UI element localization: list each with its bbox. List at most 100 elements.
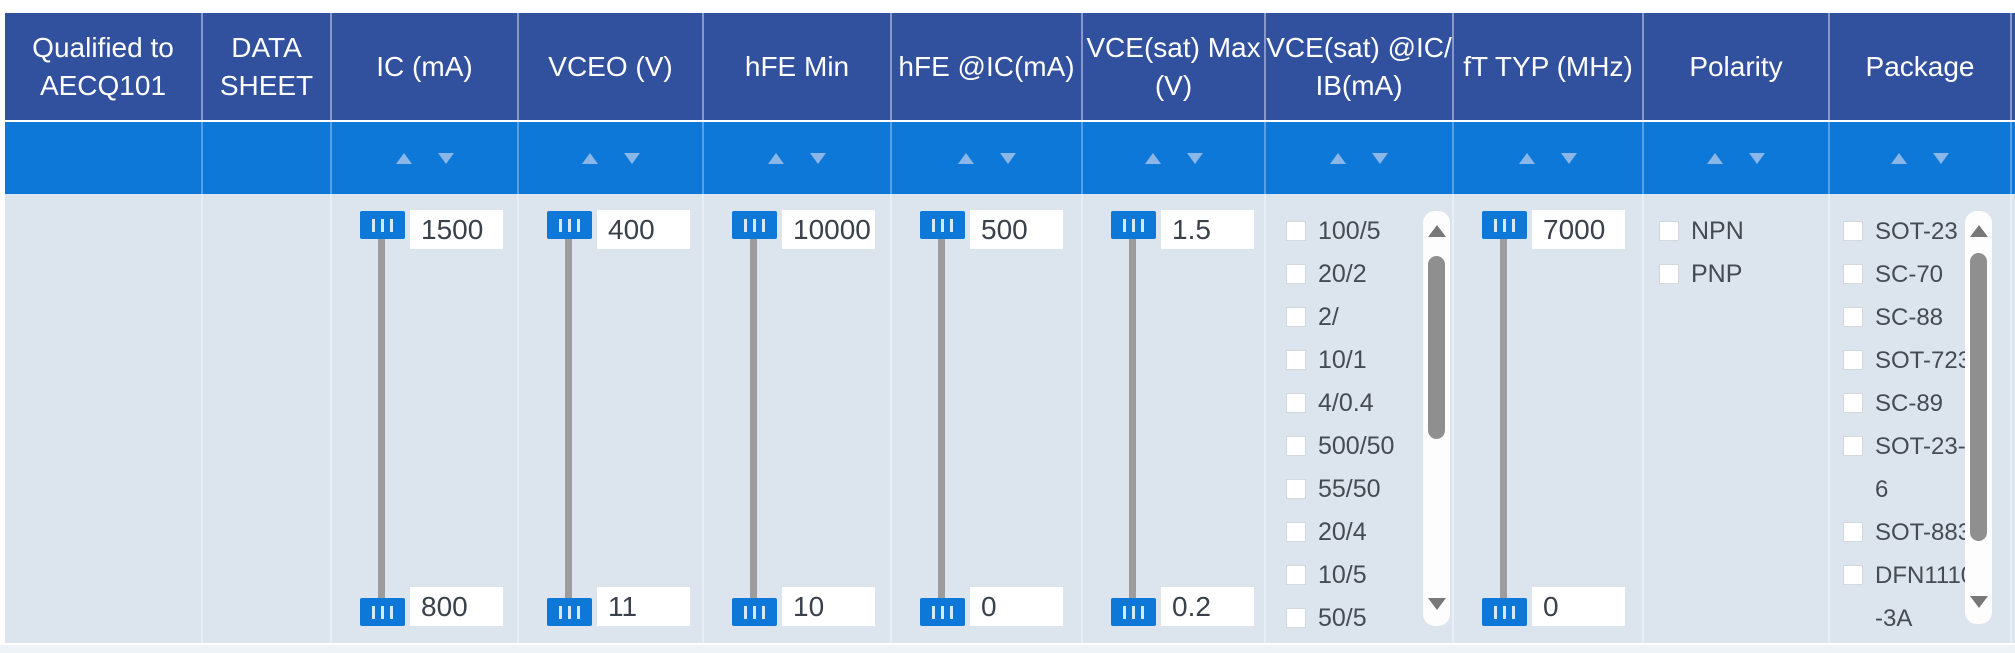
filter-option[interactable]: 50/5	[1286, 597, 1452, 640]
filter-option[interactable]: SOT-23-6	[1843, 425, 2010, 511]
sort-ascending-icon[interactable]	[581, 152, 598, 164]
range-min-handle[interactable]	[920, 598, 965, 626]
sort-ascending-icon[interactable]	[395, 152, 412, 164]
checkbox[interactable]	[1659, 221, 1679, 241]
range-min-input[interactable]	[1161, 587, 1254, 626]
slider-track[interactable]	[378, 228, 385, 612]
checkbox[interactable]	[1843, 522, 1863, 542]
checkbox[interactable]	[1286, 221, 1306, 241]
slider-track[interactable]	[1500, 228, 1507, 612]
range-min-input[interactable]	[970, 587, 1063, 626]
filter-option[interactable]: 2/	[1286, 296, 1452, 339]
checkbox[interactable]	[1286, 350, 1306, 370]
range-max-handle[interactable]	[360, 211, 405, 239]
filter-option[interactable]: 500/50	[1286, 425, 1452, 468]
filter-option[interactable]: PNP	[1659, 253, 1828, 296]
range-min-handle[interactable]	[360, 598, 405, 626]
scroll-down-icon[interactable]	[1427, 598, 1446, 610]
range-min-input[interactable]	[410, 587, 503, 626]
range-max-input[interactable]	[970, 210, 1063, 249]
filter-option[interactable]: 10/5	[1286, 554, 1452, 597]
sort-descending-icon[interactable]	[810, 152, 826, 164]
sort-descending-icon[interactable]	[999, 152, 1016, 164]
range-max-input[interactable]	[1161, 210, 1254, 249]
range-min-handle[interactable]	[1111, 598, 1156, 626]
range-max-handle[interactable]	[547, 211, 592, 239]
sort-ascending-icon[interactable]	[1707, 152, 1723, 164]
scroll-up-icon[interactable]	[1969, 225, 1988, 237]
checkbox[interactable]	[1659, 264, 1679, 284]
sort-descending-icon[interactable]	[437, 152, 454, 164]
checkbox[interactable]	[1286, 436, 1306, 456]
range-min-input[interactable]	[597, 587, 690, 626]
sort-descending-icon[interactable]	[623, 152, 640, 164]
slider-track[interactable]	[565, 228, 572, 612]
filter-option[interactable]: 100/5	[1286, 210, 1452, 253]
scroll-up-icon[interactable]	[1427, 225, 1446, 237]
filter-option-label: SOT-23-6	[1875, 433, 1966, 503]
sort-ascending-icon[interactable]	[1519, 152, 1535, 164]
sort-ascending-icon[interactable]	[1330, 152, 1346, 164]
range-max-input[interactable]	[1532, 210, 1625, 249]
range-max-input[interactable]	[597, 210, 690, 249]
sort-descending-icon[interactable]	[1749, 152, 1765, 164]
slider-track[interactable]	[938, 228, 945, 612]
grip-icon	[932, 218, 953, 232]
checkbox[interactable]	[1843, 350, 1863, 370]
filter-option[interactable]: SOT-23	[1843, 210, 2010, 253]
scrollbar-thumb[interactable]	[1970, 253, 1987, 541]
filter-option[interactable]: SC-88	[1843, 296, 2010, 339]
filter-qualified-empty	[5, 194, 203, 643]
sort-descending-icon[interactable]	[1561, 152, 1577, 164]
range-min-handle[interactable]	[547, 598, 592, 626]
checkbox[interactable]	[1286, 608, 1306, 628]
sort-descending-icon[interactable]	[1933, 152, 1949, 164]
checkbox[interactable]	[1843, 307, 1863, 327]
sort-descending-icon[interactable]	[1372, 152, 1388, 164]
filter-option[interactable]: 20/4	[1286, 511, 1452, 554]
sort-ascending-icon[interactable]	[957, 152, 974, 164]
scroll-down-icon[interactable]	[1969, 596, 1988, 608]
range-max-handle[interactable]	[1482, 211, 1527, 239]
filter-option[interactable]: DFN1110-3A	[1843, 554, 2010, 640]
scrollbar[interactable]	[1965, 211, 1992, 624]
checkbox[interactable]	[1286, 522, 1306, 542]
range-max-handle[interactable]	[732, 211, 777, 239]
column-header-qualified-aecq101: Qualified to AECQ101	[5, 13, 203, 120]
slider-track[interactable]	[1129, 228, 1136, 612]
filter-option[interactable]: 55/50	[1286, 468, 1452, 511]
filter-option[interactable]: SOT-883	[1843, 511, 2010, 554]
filter-option[interactable]: SC-89	[1843, 382, 2010, 425]
sort-ascending-icon[interactable]	[1144, 152, 1161, 164]
range-min-handle[interactable]	[732, 598, 777, 626]
range-max-handle[interactable]	[1111, 211, 1156, 239]
range-max-handle[interactable]	[920, 211, 965, 239]
checkbox[interactable]	[1286, 307, 1306, 327]
filter-option[interactable]: SC-70	[1843, 253, 2010, 296]
scrollbar[interactable]	[1423, 211, 1450, 626]
filter-option[interactable]: 10/1	[1286, 339, 1452, 382]
checkbox[interactable]	[1843, 221, 1863, 241]
sort-ascending-icon[interactable]	[1891, 152, 1907, 164]
checkbox[interactable]	[1286, 393, 1306, 413]
checkbox[interactable]	[1843, 436, 1863, 456]
filter-option[interactable]: NPN	[1659, 210, 1828, 253]
range-min-handle[interactable]	[1482, 598, 1527, 626]
range-min-input[interactable]	[1532, 587, 1625, 626]
checkbox[interactable]	[1843, 565, 1863, 585]
checkbox[interactable]	[1286, 479, 1306, 499]
checkbox[interactable]	[1286, 565, 1306, 585]
range-max-input[interactable]	[782, 210, 875, 249]
scrollbar-thumb[interactable]	[1428, 256, 1445, 439]
checkbox[interactable]	[1843, 264, 1863, 284]
filter-option[interactable]: SOT-723	[1843, 339, 2010, 382]
checkbox[interactable]	[1286, 264, 1306, 284]
filter-option[interactable]: 20/2	[1286, 253, 1452, 296]
range-min-input[interactable]	[782, 587, 875, 626]
filter-option[interactable]: 4/0.4	[1286, 382, 1452, 425]
range-max-input[interactable]	[410, 210, 503, 249]
sort-descending-icon[interactable]	[1186, 152, 1203, 164]
checkbox[interactable]	[1843, 393, 1863, 413]
sort-ascending-icon[interactable]	[768, 152, 784, 164]
slider-track[interactable]	[750, 228, 757, 612]
